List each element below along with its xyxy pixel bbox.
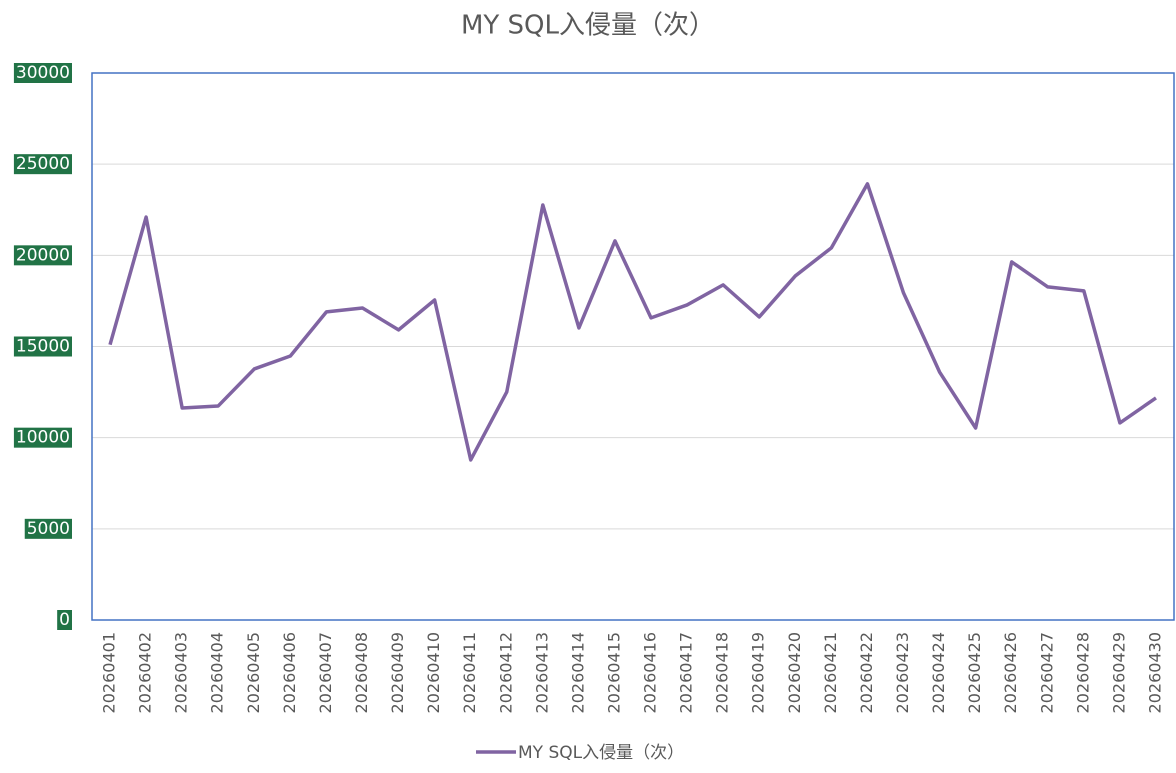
x-tick-label: 20260414: [568, 632, 587, 713]
y-tick-label-bg: [57, 610, 72, 630]
y-tick-label-bg: [13, 154, 72, 175]
legend: MY SQL入侵量（次）: [476, 743, 684, 763]
y-tick-label: 5000: [27, 519, 70, 539]
plot-border: [91, 72, 1175, 621]
x-tick-label: 20260418: [713, 632, 732, 713]
x-tick-label: 20260409: [388, 632, 407, 713]
y-tick-label: 15000: [16, 337, 70, 357]
y-tick-label: 25000: [16, 154, 70, 174]
x-tick-label: 20260428: [1073, 632, 1092, 713]
x-tick-label: 20260425: [965, 632, 984, 713]
y-tick-label: 30000: [16, 63, 70, 83]
x-tick-label: 20260419: [749, 632, 768, 713]
x-tick-label: 20260424: [929, 632, 948, 713]
marks: [108, 182, 1157, 462]
x-tick-label: 20260423: [893, 632, 912, 713]
chart-title: MY SQL入侵量（次）: [461, 11, 715, 41]
x-tick-label: 20260415: [604, 632, 623, 713]
x-tick-label: 20260407: [316, 632, 335, 713]
x-tick-label: 20260411: [460, 632, 479, 713]
series-line: [108, 182, 1157, 462]
x-tick-label: 20260405: [244, 632, 263, 713]
y-tick-label-bg: [13, 245, 72, 266]
x-tick-label: 20260410: [424, 632, 443, 713]
x-tick-label: 20260408: [352, 632, 371, 713]
x-tick-label: 20260406: [280, 632, 299, 713]
x-tick-label: 20260420: [785, 632, 804, 713]
x-tick-label: 20260430: [1145, 632, 1164, 713]
x-tick-label: 20260422: [857, 632, 876, 713]
x-tick-label: 20260412: [496, 632, 515, 713]
x-tick-label: 20260413: [532, 632, 551, 713]
axes: 0 5000 10000 15000 20000 25000 30000 20260401 20…: [13, 63, 1164, 713]
x-tick-label: 20260429: [1109, 632, 1128, 713]
y-tick-label: 20000: [16, 245, 70, 265]
x-tick-label: 20260401: [100, 632, 119, 713]
y-tick-label-bg: [13, 336, 72, 357]
x-tick-label: 20260404: [208, 632, 227, 713]
y-tick-label: 10000: [16, 428, 70, 448]
x-tick-label: 20260427: [1037, 632, 1056, 713]
x-tick-label: 20260426: [1001, 632, 1020, 713]
grid: [92, 72, 1174, 621]
x-tick-label: 20260403: [172, 632, 191, 713]
legend-label: MY SQL入侵量（次）: [518, 743, 684, 763]
x-tick-label: 20260417: [677, 632, 696, 713]
y-tick-label-bg: [13, 427, 72, 448]
y-tick-label-bg: [13, 63, 72, 83]
y-tick-label-bg: [24, 518, 72, 539]
x-tick-label: 20260402: [136, 632, 155, 713]
x-tick-label: 20260421: [821, 632, 840, 713]
y-tick-label: 0: [59, 610, 70, 630]
x-tick-label: 20260416: [641, 632, 660, 713]
